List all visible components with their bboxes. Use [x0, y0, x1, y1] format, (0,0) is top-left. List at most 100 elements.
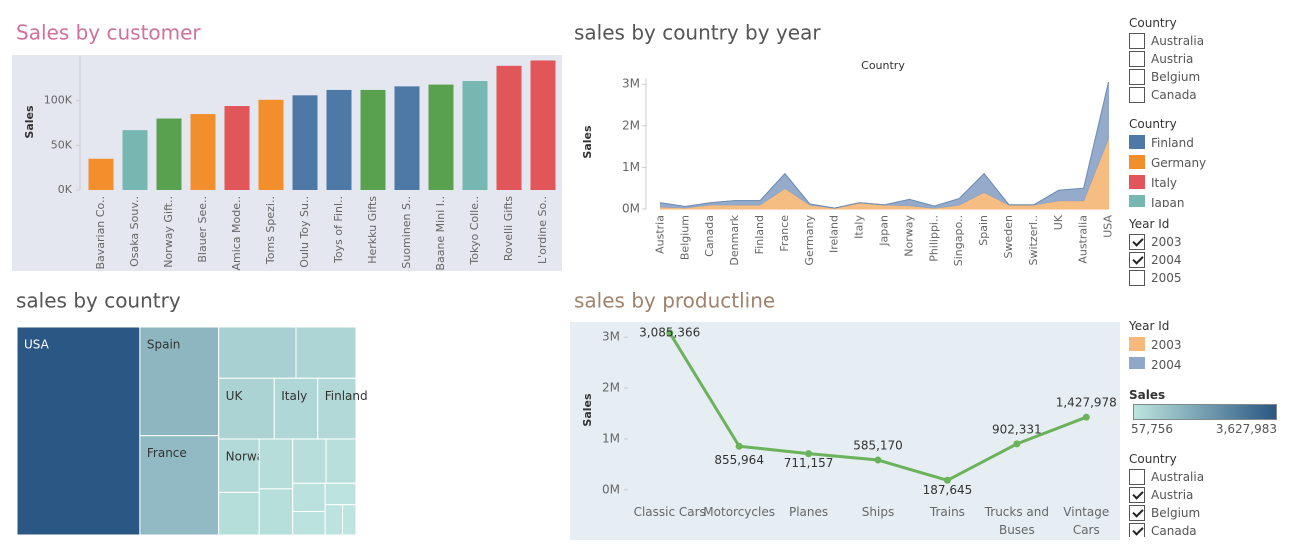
x-tick-label: Toys of Finl..: [332, 196, 345, 264]
point: [1013, 440, 1021, 448]
x-tick-label: Bavarian Co..: [94, 196, 107, 270]
bar: [496, 65, 522, 190]
treemap-cell: [258, 488, 294, 536]
x-tick-label: Austria: [653, 215, 666, 254]
x-tick-label: Ships: [861, 505, 895, 519]
x-tick-label: Oulu Toy Su..: [298, 196, 311, 268]
checkbox[interactable]: [1129, 487, 1145, 503]
checkbox[interactable]: [1129, 505, 1145, 521]
checkbox[interactable]: [1129, 252, 1145, 268]
checkbox[interactable]: [1129, 234, 1145, 250]
legend-item: Japan: [1129, 193, 1289, 207]
bar: [122, 130, 148, 190]
x-tick-label: Norway: [902, 215, 915, 257]
y-axis-label: Sales: [23, 105, 36, 139]
treemap-cell: [258, 438, 294, 490]
cell-label: USA: [24, 338, 50, 352]
checkbox[interactable]: [1129, 69, 1145, 85]
filter: Country Australia Austria Belgium Canada: [1129, 14, 1289, 104]
y-tick-label: 0M: [602, 482, 620, 496]
y-tick-label: 1M: [622, 160, 640, 174]
treemap-cell: [295, 326, 357, 379]
scale-min: 57,756: [1131, 422, 1173, 436]
legend-swatch: [1129, 135, 1145, 149]
checkbox[interactable]: [1129, 270, 1145, 286]
filter-item: Belgium: [1129, 68, 1289, 86]
checkbox[interactable]: [1129, 523, 1145, 537]
color-legend: Sales 57,756 3,627,983: [1129, 386, 1289, 440]
y-tick-label: 3M: [622, 77, 640, 91]
y-tick-label: 2M: [602, 381, 620, 395]
x-tick-label: Osaka Souv..: [128, 196, 141, 267]
treemap-cell: [292, 438, 327, 484]
y-axis-label: Sales: [581, 393, 594, 427]
legend-title: Year Id: [1129, 319, 1170, 333]
value-label: 711,157: [784, 456, 834, 470]
legend-swatch: [1129, 337, 1145, 351]
bar: [224, 106, 250, 190]
filter-title: Year Id: [1129, 217, 1170, 231]
filter: Year Id 2003 2004 2005: [1129, 215, 1289, 290]
bar: [156, 118, 182, 190]
legend-item: 2004: [1129, 355, 1289, 369]
filter-title: Country: [1129, 452, 1177, 466]
x-tick-label: UK: [1052, 214, 1065, 230]
bar: [360, 89, 386, 190]
legend-item: Germany: [1129, 153, 1289, 173]
filter-item: 2004: [1129, 251, 1289, 269]
x-tick-label: Japan: [878, 215, 891, 247]
checkbox[interactable]: [1129, 469, 1145, 485]
value-label: 187,645: [923, 483, 973, 497]
treemap-cell: [139, 435, 220, 536]
treemap-cell: [16, 326, 141, 536]
filter-item: Australia: [1129, 32, 1289, 50]
value-label: 902,331: [992, 422, 1042, 436]
bar: [88, 158, 114, 190]
y-tick-label: 1M: [602, 431, 620, 445]
scale-max: 3,627,983: [1215, 422, 1277, 436]
filter-item: 2003: [1129, 233, 1289, 251]
chart-subtitle: Country: [861, 59, 905, 72]
legend-swatch: [1129, 195, 1145, 207]
point: [874, 456, 882, 464]
x-tick-label: Norway Gift..: [162, 196, 175, 268]
y-tick-label: 0M: [622, 202, 640, 216]
x-tick-label: L'ordine So..: [536, 196, 549, 264]
filter-item: Canada: [1129, 86, 1289, 104]
treemap-cell: [139, 326, 220, 437]
bar: [462, 81, 488, 190]
x-tick-label: Classic Cars: [633, 505, 706, 519]
y-tick-label: 0K: [58, 183, 73, 196]
point: [805, 450, 813, 458]
y-tick-label: 50K: [51, 138, 73, 151]
checkbox[interactable]: [1129, 87, 1145, 103]
checkbox[interactable]: [1129, 33, 1145, 49]
x-tick-label: Finland: [753, 215, 766, 254]
x-tick-label: Germany: [803, 215, 816, 266]
legend: Country Finland Germany Italy Japan: [1129, 115, 1289, 207]
x-tick-label: Ireland: [828, 215, 841, 253]
x-tick-label: Singapo..: [952, 215, 965, 266]
filter-item: Canada: [1129, 522, 1289, 537]
x-tick-label: Sweden: [1002, 215, 1015, 258]
filter-title: Country: [1129, 16, 1177, 30]
x-tick-label: Toms Spezi..: [264, 196, 277, 265]
x-tick-label: Philippi..: [927, 215, 940, 262]
value-label: 3,085,366: [639, 325, 700, 339]
chart-title: sales by country: [16, 289, 181, 313]
checkbox[interactable]: [1129, 51, 1145, 67]
bar: [530, 60, 556, 190]
x-tick-label: Switzerl..: [1027, 215, 1040, 265]
legend-item: Finland: [1129, 133, 1289, 153]
point: [735, 442, 743, 450]
x-tick-label: Trucks and Buses: [984, 505, 1049, 537]
treemap-cell: [218, 377, 275, 440]
filter-item: 2005: [1129, 269, 1289, 287]
x-tick-label: Italy: [853, 215, 866, 239]
legend-swatch: [1129, 155, 1145, 169]
filter: Country Australia Austria Belgium Canada: [1129, 450, 1289, 537]
treemap-cell: [292, 482, 326, 513]
x-tick-label: Rovelli Gifts: [502, 196, 515, 261]
x-tick-label: Vintage Cars: [1063, 505, 1110, 537]
